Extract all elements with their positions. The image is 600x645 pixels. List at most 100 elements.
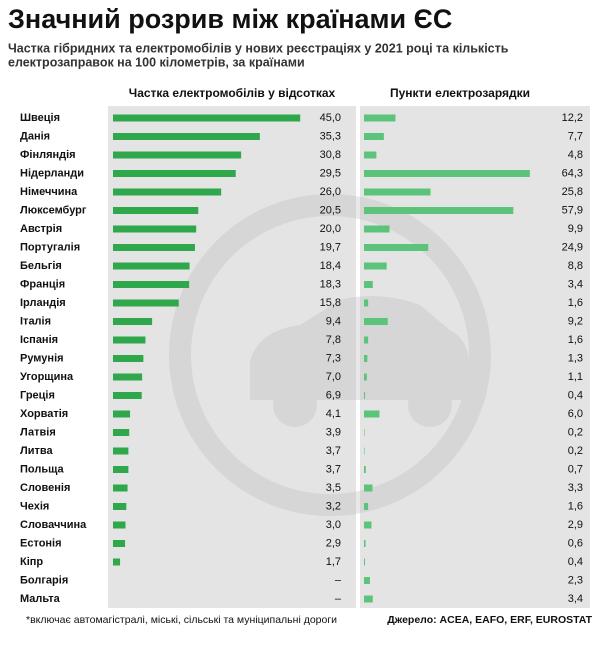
value-label: 0,2: [568, 445, 583, 457]
category-label: Естонія: [20, 537, 62, 549]
bar: [364, 170, 530, 177]
bar: [364, 521, 372, 529]
bar: [113, 558, 121, 566]
value-label: 20,5: [320, 204, 341, 216]
value-label: 35,3: [320, 130, 341, 142]
category-label: Болгарія: [20, 574, 68, 586]
value-label: 1,7: [326, 556, 341, 568]
value-label: 24,9: [562, 241, 583, 253]
category-label: Франція: [20, 278, 65, 290]
chart-title: Значний розрив між країнами ЄС: [8, 4, 452, 34]
category-label: Литва: [20, 445, 53, 457]
bar: [113, 540, 126, 547]
bar: [364, 151, 377, 159]
value-label: 3,2: [326, 500, 341, 512]
value-label: 18,3: [320, 278, 341, 290]
value-label: 9,4: [326, 315, 341, 327]
bar: [364, 225, 390, 233]
bar: [113, 429, 130, 436]
bar: [113, 244, 195, 251]
value-label: 2,3: [568, 574, 583, 586]
value-label: 0,7: [568, 463, 583, 475]
bar: [113, 373, 143, 381]
bar: [113, 318, 153, 325]
bar: [113, 114, 301, 122]
category-label: Ірландія: [20, 297, 66, 309]
category-label: Іспанія: [20, 334, 58, 346]
bar: [364, 540, 366, 547]
value-label: 30,8: [320, 149, 341, 161]
value-label: 3,7: [326, 445, 341, 457]
bar: [113, 466, 129, 473]
bar: [364, 262, 387, 270]
bar: [113, 262, 190, 270]
footnote: *включає автомагістралі, міські, сільськ…: [26, 614, 337, 626]
bar: [364, 133, 384, 140]
value-label: 1,6: [568, 297, 583, 309]
value-label: 0,2: [568, 426, 583, 438]
bar: [113, 299, 179, 307]
value-label: 0,4: [568, 389, 583, 401]
value-label: 0,4: [568, 556, 583, 568]
category-label: Фінляндія: [20, 149, 76, 161]
value-label: 25,8: [562, 186, 583, 198]
bar: [364, 207, 514, 214]
category-label: Мальта: [20, 593, 61, 605]
value-label: 3,7: [326, 463, 341, 475]
bar: [364, 188, 431, 196]
value-label: 12,2: [562, 112, 583, 124]
category-label: Румунія: [20, 352, 64, 364]
bar: [364, 244, 429, 251]
value-label: 1,6: [568, 334, 583, 346]
category-label: Словенія: [20, 482, 70, 494]
bar: [113, 207, 199, 214]
category-label: Угорщина: [20, 371, 74, 383]
bar: [364, 466, 366, 473]
bar: [113, 336, 146, 344]
value-label: 8,8: [568, 260, 583, 272]
bar: [364, 429, 365, 436]
bar: [364, 558, 366, 566]
value-label: –: [335, 593, 342, 605]
value-label: 3,0: [326, 519, 341, 531]
value-label: 3,4: [568, 278, 583, 290]
category-label: Латвія: [20, 426, 56, 438]
value-label: 64,3: [562, 167, 583, 179]
category-label: Кіпр: [20, 556, 43, 568]
panel-header: Пункти електрозарядки: [390, 86, 530, 100]
bar: [113, 225, 197, 233]
value-label: 1,1: [568, 371, 583, 383]
bar: [364, 503, 369, 510]
category-label: Італія: [20, 315, 51, 327]
bar: [364, 484, 373, 492]
value-label: 1,6: [568, 500, 583, 512]
bar: [364, 595, 373, 603]
bar: [364, 447, 365, 455]
value-label: 3,5: [326, 482, 341, 494]
category-label: Словаччина: [20, 519, 87, 531]
category-label: Хорватія: [20, 408, 68, 420]
value-label: 18,4: [320, 260, 341, 272]
value-label: –: [335, 574, 342, 586]
bar: [113, 355, 144, 362]
value-label: 19,7: [320, 241, 341, 253]
value-label: 2,9: [326, 537, 341, 549]
bar: [364, 373, 367, 381]
value-label: 7,8: [326, 334, 341, 346]
value-label: 7,3: [326, 352, 341, 364]
category-label: Люксембург: [20, 204, 87, 216]
value-label: 26,0: [320, 186, 341, 198]
value-label: 6,0: [568, 408, 583, 420]
value-label: 0,6: [568, 537, 583, 549]
category-label: Чехія: [20, 500, 49, 512]
bar: [364, 392, 366, 399]
value-label: 3,9: [326, 426, 341, 438]
value-label: 7,0: [326, 371, 341, 383]
category-label: Бельгія: [20, 260, 62, 272]
bar: [113, 447, 129, 455]
value-label: 45,0: [320, 112, 341, 124]
bar: [113, 281, 190, 288]
category-label: Австрія: [20, 223, 62, 235]
value-label: 3,3: [568, 482, 583, 494]
